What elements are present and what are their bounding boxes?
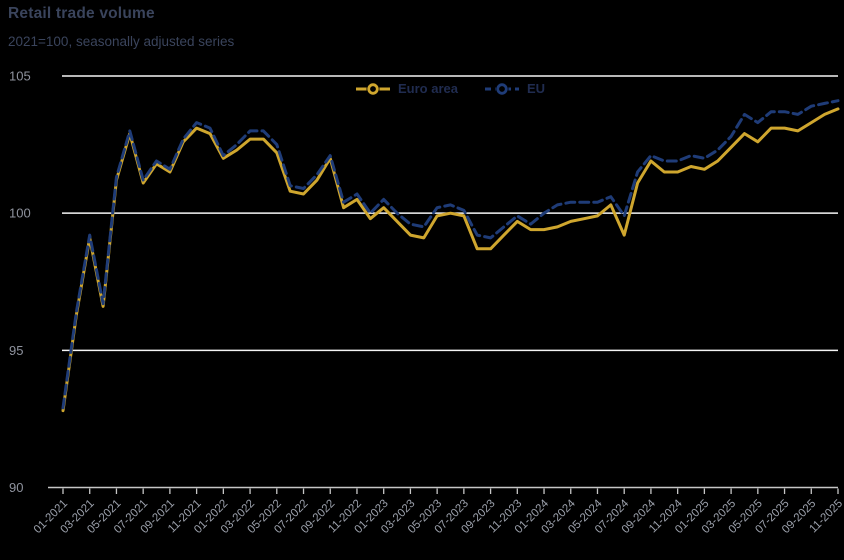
- legend-item-eu[interactable]: EU: [484, 81, 545, 96]
- legend: Euro area EU: [355, 81, 545, 96]
- euro-area-line[interactable]: [61, 107, 840, 413]
- eu-legend-ring: [496, 82, 508, 95]
- legend-label-euro-area: Euro area: [398, 81, 458, 96]
- y-tick-label-95: 95: [9, 343, 23, 358]
- chart-subtitle: 2021=100, seasonally adjusted series: [8, 34, 235, 49]
- y-tick-label-90: 90: [9, 480, 23, 495]
- euro-area-marker-icon: [356, 82, 390, 95]
- y-tick-label-100: 100: [9, 206, 31, 221]
- y-tick-label-105: 105: [9, 69, 31, 84]
- eu-marker-icon: [484, 82, 519, 95]
- eu-line[interactable]: [61, 99, 840, 410]
- chart-title: Retail trade volume: [8, 5, 155, 22]
- legend-label-eu: EU: [526, 81, 546, 96]
- legend-item-euro-area[interactable]: Euro area: [355, 81, 458, 96]
- euro-area-legend-ring: [367, 82, 379, 95]
